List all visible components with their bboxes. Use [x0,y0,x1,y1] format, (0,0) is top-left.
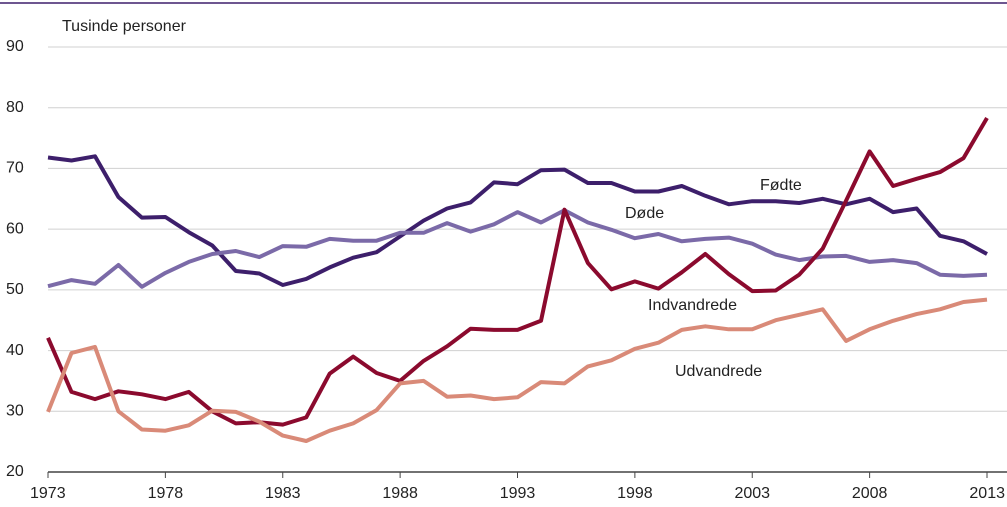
series-line [46,297,988,443]
x-tick-label: 2013 [969,485,1005,502]
x-tick-label: 1988 [382,485,418,502]
series-line [46,116,989,427]
x-tick-label: 1998 [617,485,653,502]
chart-title: Tusinde personer [62,18,187,35]
x-tick-label: 1983 [265,485,301,502]
y-tick-label: 40 [6,342,24,359]
y-tick-label: 90 [6,38,24,55]
series-line [47,208,988,289]
y-tick-label: 60 [6,220,24,237]
series-label: Indvandrede [648,297,737,314]
series-line [47,154,988,287]
series-label: Fødte [760,177,802,194]
y-tick-label: 20 [6,463,24,480]
x-tick-label: 2008 [852,485,888,502]
series-label: Døde [625,205,664,222]
x-tick-label: 1978 [148,485,184,502]
x-tick-label: 1973 [30,485,66,502]
y-tick-label: 30 [6,403,24,420]
x-tick-label: 2003 [734,485,770,502]
series-label: Udvandrede [675,363,762,380]
y-tick-label: 80 [6,99,24,116]
y-tick-label: 50 [6,281,24,298]
y-tick-label: 70 [6,160,24,177]
x-tick-label: 1993 [500,485,536,502]
